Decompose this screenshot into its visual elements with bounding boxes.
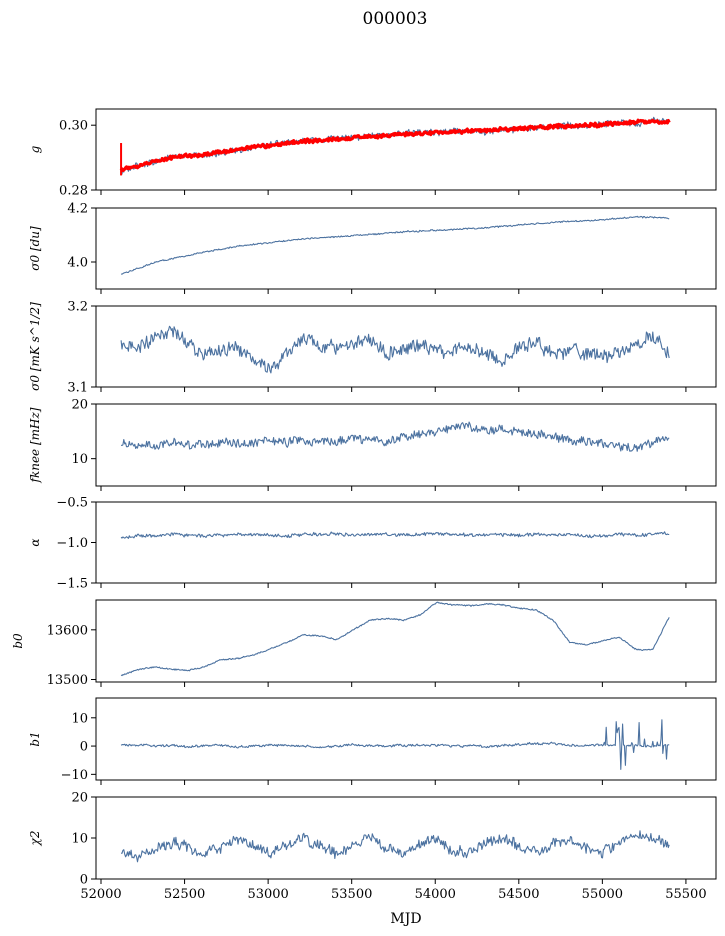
axes-frame — [95, 697, 717, 781]
series-line-overlay — [119, 118, 671, 173]
y-tick-label: 20 — [71, 791, 88, 806]
subplot-1: 0.28 0.30 g — [28, 108, 717, 199]
y-tick-label: 3.2 — [67, 300, 88, 315]
y-axis-label: σ0 [du] — [28, 226, 42, 271]
subplot-6: 13500 13600 b0 — [11, 599, 717, 688]
x-tick-label: 54000 — [415, 887, 456, 902]
y-tick-label: 0.28 — [59, 184, 88, 199]
y-tick-label: 10 — [71, 711, 88, 726]
y-tick-label: −10 — [61, 768, 88, 783]
subplot-4: 10 20 fknee [mHz] — [28, 398, 717, 491]
y-tick-label: 4.2 — [67, 202, 88, 217]
y-axis-label: σ0 [mK s^1/2] — [28, 302, 42, 391]
y-axis-label: b0 — [11, 633, 25, 649]
axes-frame — [95, 599, 717, 683]
series-line — [120, 531, 670, 539]
y-tick-label: 13600 — [47, 623, 88, 638]
subplot-8: 0 10 20 52000 52500 53000 53500 54000 54500 55000… — [28, 791, 717, 902]
series-line — [120, 325, 670, 374]
subplot-2: 4.0 4.2 σ0 [du] — [28, 202, 717, 294]
x-axis-label: MJD — [390, 911, 421, 927]
y-tick-label: 13500 — [47, 673, 88, 688]
subplot-7: −10 0 10 b1 — [28, 697, 717, 785]
y-axis-label: fknee [mHz] — [28, 407, 42, 483]
y-tick-label: 4.0 — [67, 256, 88, 271]
axes-frame — [95, 403, 717, 487]
x-tick-label: 52000 — [80, 887, 121, 902]
x-tick-label: 55500 — [665, 887, 706, 902]
y-tick-label: −0.5 — [56, 496, 88, 511]
series-line — [120, 215, 670, 275]
y-tick-label: 10 — [71, 452, 88, 467]
y-tick-label: 0.30 — [59, 119, 88, 134]
y-axis-label: g — [28, 145, 42, 153]
y-tick-label: 0 — [80, 873, 88, 888]
subplot-3: 3.1 3.2 σ0 [mK s^1/2] — [28, 300, 717, 396]
axes-frame — [95, 305, 717, 388]
series-line — [120, 421, 670, 452]
axes-frame — [95, 501, 717, 584]
x-tick-label: 53500 — [331, 887, 372, 902]
subplot-stack: 0.28 0.30 g 4.0 4.2 σ0 [du] 3.1 3.2 σ0 [mK s^1/2… — [11, 108, 717, 902]
y-tick-label: 3.1 — [67, 381, 88, 396]
y-tick-label: −1.5 — [56, 577, 88, 592]
y-tick-label: 10 — [71, 832, 88, 847]
series-line — [120, 719, 670, 770]
series-line — [120, 601, 670, 677]
x-tick-label: 54500 — [498, 887, 539, 902]
y-axis-label: b1 — [28, 731, 42, 746]
y-tick-label: 0 — [80, 740, 88, 755]
series-line — [121, 830, 670, 863]
x-tick-label: 52500 — [164, 887, 205, 902]
x-tick-label: 55000 — [582, 887, 623, 902]
y-axis-label: χ2 — [28, 831, 42, 847]
y-tick-label: 20 — [71, 398, 88, 413]
axes-frame — [95, 108, 717, 191]
subplot-5: −1.5 −1.0 −0.5 α — [28, 496, 717, 592]
figure-title: 000003 — [363, 9, 428, 29]
x-tick-label: 53000 — [247, 887, 288, 902]
axes-frame — [95, 207, 717, 290]
y-tick-label: −1.0 — [56, 536, 88, 551]
y-axis-label: α — [28, 538, 42, 546]
